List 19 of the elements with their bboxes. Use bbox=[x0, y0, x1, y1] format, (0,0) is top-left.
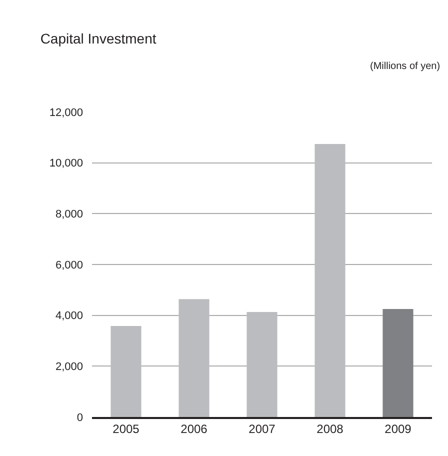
bar bbox=[178, 299, 210, 417]
bar bbox=[110, 326, 142, 417]
bar bbox=[246, 312, 278, 417]
text: (Millions of yen) bbox=[370, 61, 440, 72]
bar bbox=[382, 308, 414, 417]
y-tick-label: 10,000 bbox=[49, 158, 83, 170]
x-tick-label: 2009 bbox=[384, 422, 412, 436]
chart-title: Capital Investment bbox=[40, 30, 156, 47]
y-tick-label: 0 bbox=[76, 412, 83, 424]
bar bbox=[314, 144, 346, 417]
x-tick-label: 2008 bbox=[316, 422, 344, 436]
y-tick-label: 2,000 bbox=[55, 361, 83, 374]
y-tick-label: 8,000 bbox=[55, 208, 83, 221]
y-tick-label: 12,000 bbox=[49, 106, 83, 119]
x-tick-label: 2007 bbox=[248, 422, 276, 436]
x-tick-label: 2005 bbox=[112, 422, 140, 436]
x-tick-label: 2006 bbox=[180, 422, 208, 436]
y-tick-label: 6,000 bbox=[55, 259, 83, 272]
y-tick-label: 4,000 bbox=[55, 310, 83, 322]
